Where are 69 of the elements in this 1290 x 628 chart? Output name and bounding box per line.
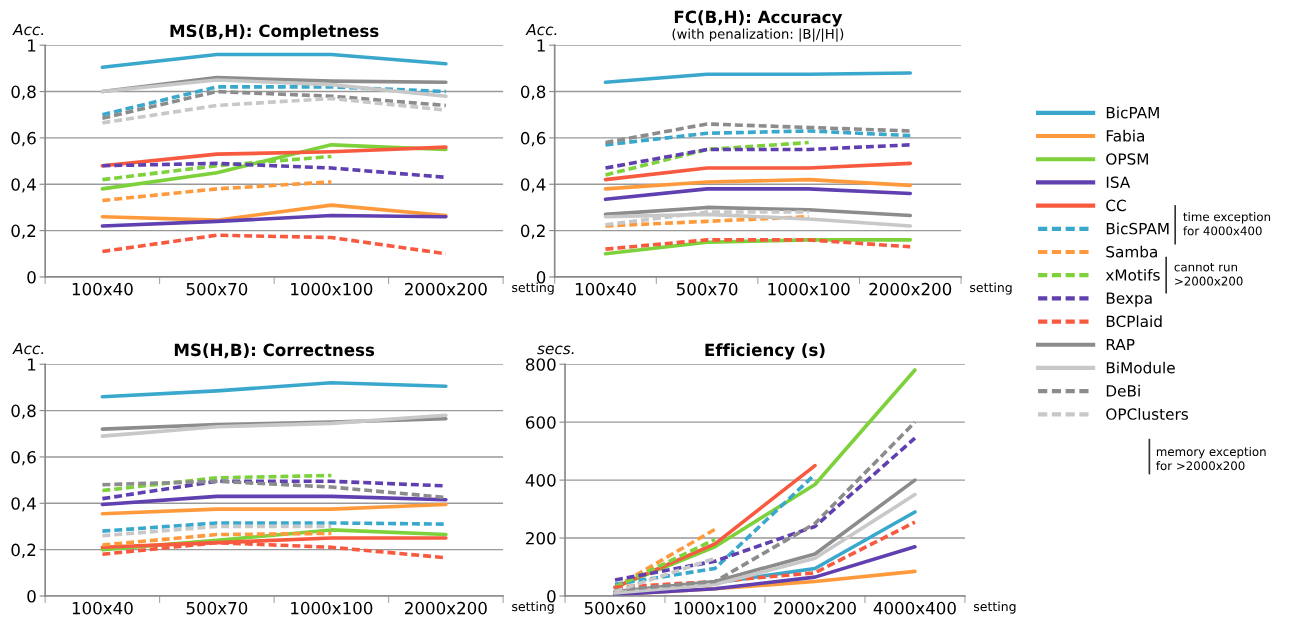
y-tick-label: 0,6 [11,131,36,147]
text: cannot run >2000x200 [1174,262,1243,286]
y-tick-label: 0,4 [520,178,546,193]
y-tick-label: 200 [526,532,556,545]
x-tick-label: 100x40 [72,282,133,296]
x-tick-label: 1000x100 [291,282,373,296]
y-tick-label: 0,8 [520,85,546,100]
legend-label: BicPAM [1106,106,1159,119]
x-tick-label: 500x70 [186,601,248,615]
y-tick-label: 0,8 [11,404,36,419]
y-tick-label: 0,4 [11,497,36,512]
y-tick-label: 600 [526,416,556,429]
x-tick-label: 4000x400 [873,601,956,615]
legend-label: ISA [1106,176,1131,188]
y-tick-label: 0,6 [520,131,546,147]
legend-label: Bexpa [1106,292,1152,307]
legend-label: CC [1106,199,1126,212]
x-tick-label: 2000x200 [774,601,856,615]
y-tick-label: 1 [537,39,545,52]
legend-label: OPSM [1106,153,1148,165]
legend-label: BiModule [1106,361,1175,374]
y-tick-label: 0,8 [11,85,36,100]
x-tick-label: 2000x200 [405,282,487,296]
x-axis-title: setting [970,282,1012,295]
x-axis-title: setting [512,601,554,614]
y-tick-label: 0 [536,270,546,284]
x-axis-title: setting [973,601,1016,614]
y-tick-label: 0 [27,270,36,284]
legend-label: Samba [1106,245,1157,258]
x-tick-label: 2000x200 [405,601,487,615]
x-tick-label: 500x60 [584,601,646,615]
y-tick-label: 1 [28,358,36,371]
y-tick-label: 1 [28,39,36,52]
y-axis-title: Acc. [525,23,557,36]
y-tick-label: 0,2 [11,543,36,558]
y-tick-label: 400 [525,474,556,487]
x-tick-label: 2000x200 [869,282,952,296]
x-tick-label: 1000x100 [291,601,373,615]
legend-label: xMotifs [1105,268,1160,281]
text: memory exception for >2000x200 [1156,446,1266,471]
chart-title: Efficiency (s) [705,343,825,360]
legend-label: BCPlaid [1106,315,1162,328]
legend-label: RAP [1106,338,1135,351]
x-tick-label: 1000x100 [768,282,850,296]
legend-label: DeBi [1106,384,1140,397]
y-tick-label: 0,2 [11,224,36,239]
chart-subtitle: (with penalization: |B|/|H|) [672,28,844,42]
y-tick-label: 0,6 [11,450,36,466]
y-tick-label: 0,2 [520,224,545,239]
chart-title: MS(B,H): Completness [170,24,379,41]
y-tick-label: 0 [27,589,36,603]
y-tick-label: 800 [526,358,556,371]
x-tick-label: 100x40 [72,601,133,615]
x-tick-label: 500x70 [186,282,248,296]
y-tick-label: 0 [547,589,556,603]
chart-title: FC(B,H): Accuracy [674,10,843,27]
x-tick-label: 500x70 [676,282,738,296]
y-axis-title: Acc. [12,342,44,355]
y-tick-label: 0,4 [11,178,36,193]
legend-label: OPClusters [1106,408,1189,420]
x-axis-title: setting [512,282,554,295]
chart-title: MS(H,B): Correctness [174,343,375,359]
text: time exception for 4000x400 [1183,212,1271,236]
y-axis-title: Acc. [12,23,44,36]
legend-label: BicSPAM [1106,222,1169,235]
legend-label: Fabia [1106,129,1145,142]
y-axis-title: secs. [537,345,574,355]
x-tick-label: 1000x100 [674,601,756,615]
x-tick-label: 100x40 [575,282,636,296]
